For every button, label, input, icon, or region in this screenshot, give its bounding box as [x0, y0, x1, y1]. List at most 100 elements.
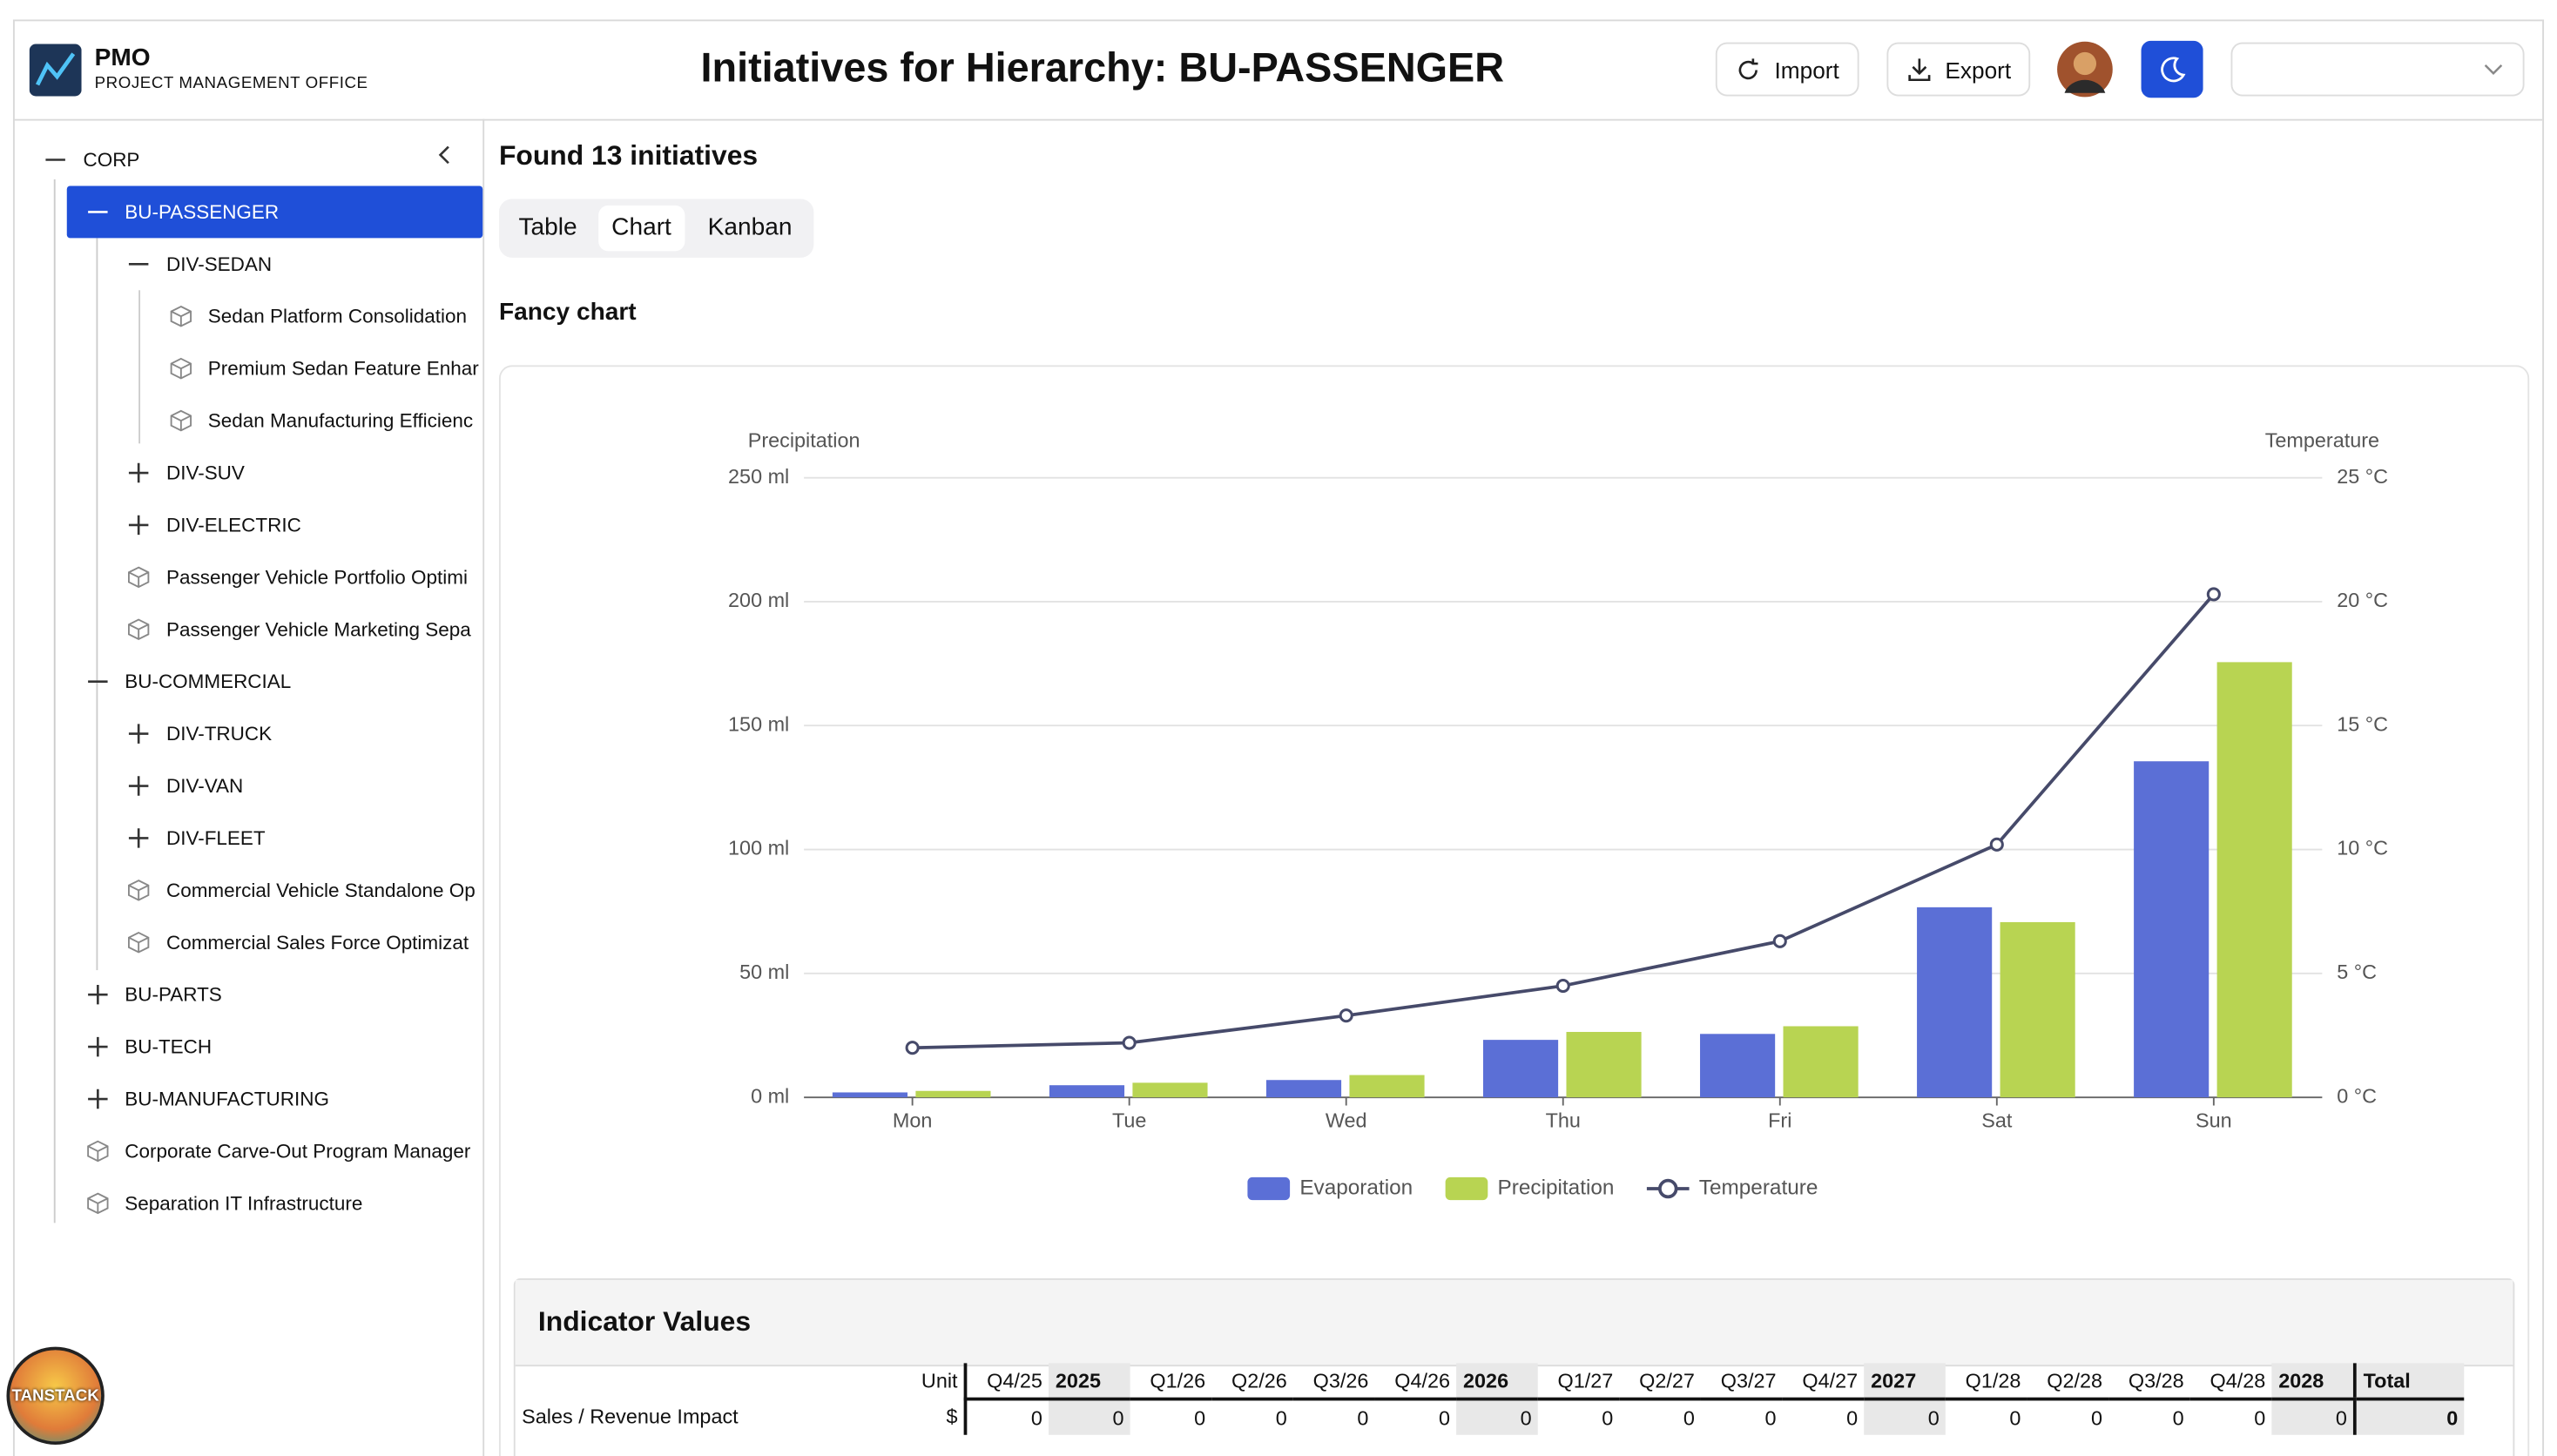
tree-label: Premium Sedan Feature Enhar	[207, 357, 479, 381]
tree-icon	[128, 515, 149, 536]
tree-node[interactable]: BU-COMMERCIAL	[78, 656, 482, 708]
export-button[interactable]: Export	[1886, 42, 2031, 97]
cube-icon	[86, 1192, 108, 1215]
tree-label: CORP	[83, 148, 140, 172]
tree-node[interactable]: CORP	[36, 134, 482, 186]
import-button[interactable]: Import	[1715, 42, 1859, 97]
chart-title: Fancy chart	[498, 298, 637, 327]
tree-icon	[127, 880, 150, 901]
tree-label: Passenger Vehicle Portfolio Optimi	[165, 565, 468, 589]
chevron	[2484, 64, 2503, 75]
tree-icon	[87, 211, 107, 213]
tab[interactable]: Chart	[598, 205, 685, 252]
table-cell: 0	[2172, 1405, 2184, 1430]
table-cell: Sales / Revenue Impact	[522, 1405, 739, 1429]
table-cell: 0	[2353, 1399, 2465, 1435]
tree-node[interactable]: Passenger Vehicle Portfolio Optimi	[119, 551, 483, 603]
theme-button[interactable]	[2141, 40, 2203, 98]
bar	[1049, 1085, 1125, 1098]
tree-node[interactable]: DIV-TRUCK	[119, 708, 483, 760]
collapse-button[interactable]	[434, 144, 456, 166]
cube-icon	[127, 880, 150, 901]
y-tick-label: 250 ml	[728, 465, 789, 488]
tree-node[interactable]: BU-PASSENGER	[66, 185, 483, 239]
tree-icon	[169, 409, 192, 432]
tree-node[interactable]: BU-TECH	[78, 1021, 482, 1073]
x-tick-label: Tue	[1112, 1109, 1146, 1131]
table-cell: 0	[1602, 1405, 1614, 1430]
line-point	[905, 1041, 920, 1055]
tree-label: DIV-SUV	[165, 461, 245, 485]
column-header: Q3/26	[1293, 1363, 1375, 1401]
tree-label: BU-TECH	[125, 1035, 213, 1059]
bar	[2000, 921, 2075, 1098]
column-header: 2026	[1456, 1363, 1539, 1401]
app-subtitle: PROJECT MANAGEMENT OFFICE	[94, 75, 368, 93]
tree-label: BU-PASSENGER	[125, 200, 280, 224]
y-tick-label: 200 ml	[728, 589, 789, 611]
tree-guide	[96, 238, 98, 971]
bar	[2134, 761, 2210, 1098]
column-header: Total	[2353, 1363, 2465, 1401]
tree-node[interactable]: DIV-SEDAN	[119, 238, 483, 290]
table-header-row: Unit Q4/25 2025 Q1/26 Q2/26 Q3/26 Q4/26 2026 Q1/…	[516, 1363, 2465, 1401]
line-point	[1989, 837, 2004, 852]
tree-icon	[128, 263, 149, 266]
tree-icon	[127, 618, 150, 641]
tree-node[interactable]: Separation IT Infrastructure	[78, 1177, 482, 1230]
tree-label: BU-MANUFACTURING	[125, 1087, 329, 1111]
tree-node[interactable]: DIV-VAN	[119, 760, 483, 812]
column-header: Q1/28	[1946, 1363, 2027, 1401]
legend-swatch	[1247, 1176, 1291, 1201]
tree-node[interactable]: DIV-SUV	[119, 447, 483, 499]
chart: 0 ml 50 ml 100 ml 150 ml 200 ml 250 ml 0 °C 5 °…	[728, 429, 2388, 1201]
tree-node[interactable]: Sedan Manufacturing Efficienc	[160, 394, 482, 447]
table-cell: 0	[1456, 1399, 1539, 1435]
tree-node[interactable]: Commercial Sales Force Optimizat	[119, 916, 483, 968]
toggle-icon	[128, 776, 149, 796]
tree-node[interactable]: Commercial Vehicle Standalone Op	[119, 864, 483, 916]
tree-node[interactable]: Sedan Platform Consolidation	[160, 290, 482, 342]
tree-node[interactable]: Premium Sedan Feature Enhar	[160, 342, 482, 394]
tree-label: DIV-TRUCK	[165, 722, 273, 745]
avatar[interactable]	[2056, 41, 2114, 98]
tree-label: Passenger Vehicle Marketing Sepa	[165, 617, 471, 641]
line-point	[1772, 934, 1787, 948]
result-count: Found 13 initiatives	[498, 140, 759, 172]
tree-icon	[45, 158, 65, 161]
line-point	[1555, 979, 1570, 994]
tree-node[interactable]: Corporate Carve-Out Program Manager	[78, 1125, 482, 1177]
x-tick-label: Sat	[1981, 1109, 2013, 1131]
x-tick-label: Wed	[1326, 1109, 1367, 1131]
tree-label: DIV-FLEET	[165, 826, 266, 850]
tree-label: Separation IT Infrastructure	[125, 1191, 363, 1215]
line-point	[1339, 1008, 1353, 1023]
legend-swatch	[1658, 1178, 1678, 1199]
table-cell: 0	[964, 1399, 1049, 1435]
tab[interactable]: Kanban	[707, 213, 793, 242]
label: Import	[1774, 56, 1839, 83]
icon	[1907, 57, 1930, 81]
tree-node[interactable]: Passenger Vehicle Marketing Sepa	[119, 603, 483, 656]
table-row: Sales / Revenue Impact $0 0 0 0 0 0 0 0 0 0 0 0 0 0 0 0 0…	[516, 1399, 2465, 1435]
column-header: 2025	[1049, 1363, 1131, 1401]
toggle-icon	[87, 1089, 107, 1109]
tree-node[interactable]: BU-PARTS	[78, 968, 482, 1021]
table-cell: 0	[2271, 1399, 2356, 1435]
tree-icon	[127, 566, 150, 589]
tab[interactable]: Table	[518, 213, 577, 242]
logo	[29, 44, 82, 97]
table-cell: 0	[1764, 1405, 1777, 1430]
column-header: 2027	[1864, 1363, 1946, 1401]
y-axis-title: Precipitation	[748, 429, 860, 452]
bar	[832, 1092, 908, 1098]
tree-icon	[127, 931, 150, 954]
tree-node[interactable]: DIV-FLEET	[119, 812, 483, 864]
dropdown[interactable]	[2230, 42, 2525, 97]
page-title: Initiatives for Hierarchy: BU-PASSENGER	[700, 45, 1505, 91]
tree-node[interactable]: BU-MANUFACTURING	[78, 1073, 482, 1125]
tree-node[interactable]: DIV-ELECTRIC	[119, 499, 483, 551]
column-header: Unit	[921, 1369, 958, 1393]
cube-icon	[127, 931, 150, 954]
bar	[915, 1090, 991, 1098]
